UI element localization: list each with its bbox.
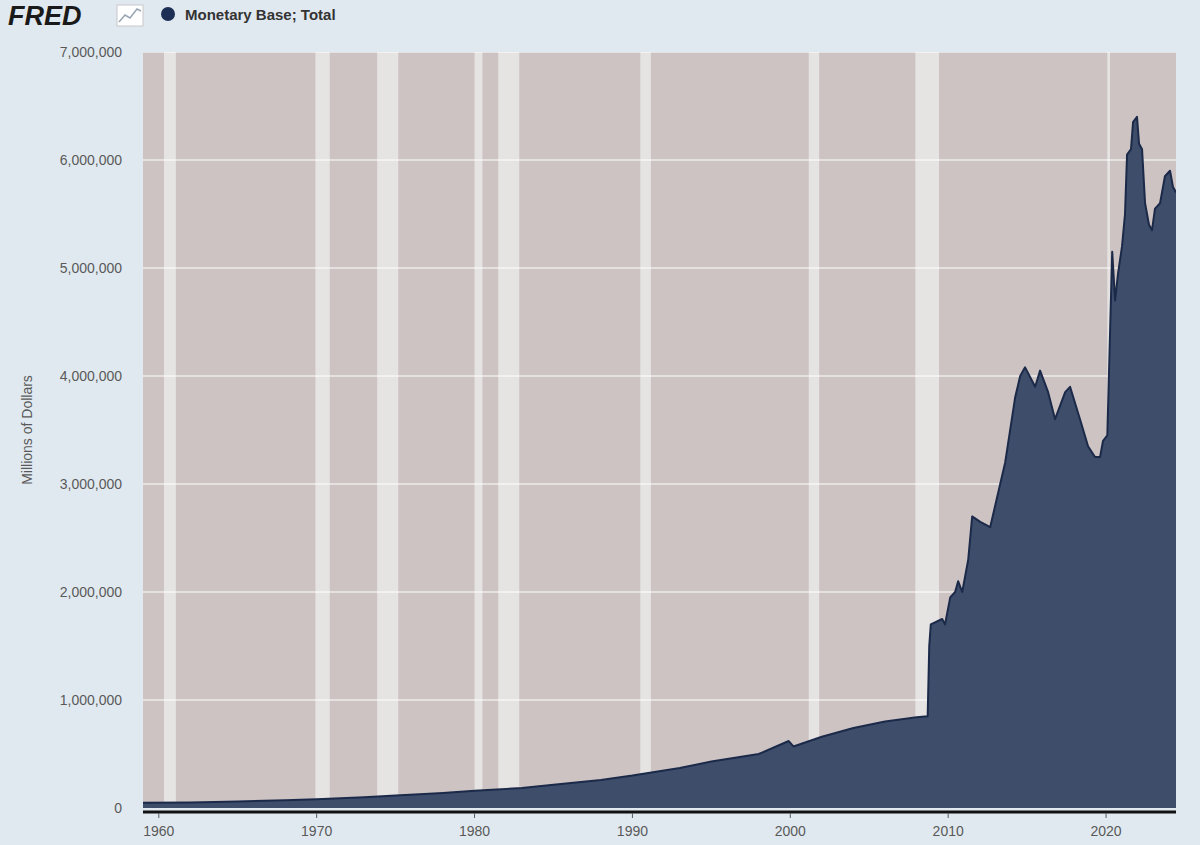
x-tick-label: 2000: [775, 823, 806, 839]
x-tick: [1106, 813, 1107, 818]
grid-line: [143, 52, 1176, 53]
y-tick-label: 2,000,000: [60, 584, 122, 600]
recession-band: [640, 52, 651, 808]
grid-line: [143, 160, 1176, 161]
plot-area: [143, 52, 1176, 808]
y-tick-label: 0: [114, 800, 122, 816]
y-tick-label: 6,000,000: [60, 152, 122, 168]
y-tick-label: 5,000,000: [60, 260, 122, 276]
logo-icon-line: [119, 9, 141, 22]
recession-band: [164, 52, 176, 808]
y-axis-title: Millions of Dollars: [19, 375, 35, 485]
x-tick: [316, 813, 317, 818]
x-tick: [790, 813, 791, 818]
grid-line: [143, 268, 1176, 269]
x-tick-label: 1990: [617, 823, 648, 839]
x-tick-label: 1970: [301, 823, 332, 839]
recession-band: [498, 52, 519, 808]
y-tick-label: 4,000,000: [60, 368, 122, 384]
y-tick-label: 3,000,000: [60, 476, 122, 492]
recession-band: [315, 52, 329, 808]
x-tick-label: 1960: [143, 823, 174, 839]
x-tick: [948, 813, 949, 818]
y-tick-label: 7,000,000: [60, 44, 122, 60]
legend-marker: [161, 7, 175, 21]
x-tick-label: 2010: [933, 823, 964, 839]
line: [143, 117, 1176, 803]
recession-band: [475, 52, 483, 808]
recession-band: [809, 52, 819, 808]
x-tick: [632, 813, 633, 818]
logo-icon: [117, 5, 143, 26]
chart: FRED Monetary Base; Total 0 1,000,000 2,000,…: [0, 0, 1200, 845]
recession-band: [377, 52, 398, 808]
area: [143, 117, 1176, 808]
x-tick: [158, 813, 159, 818]
legend-label: Monetary Base; Total: [185, 6, 336, 23]
x-tick-label: 2020: [1090, 823, 1121, 839]
x-tick: [474, 813, 475, 818]
x-tick-label: 1980: [459, 823, 490, 839]
y-tick-label: 1,000,000: [60, 692, 122, 708]
logo-icon-box: [117, 5, 143, 26]
logo: FRED: [8, 1, 82, 31]
x-axis-line: [143, 811, 1176, 814]
plot-background: [143, 52, 1176, 808]
